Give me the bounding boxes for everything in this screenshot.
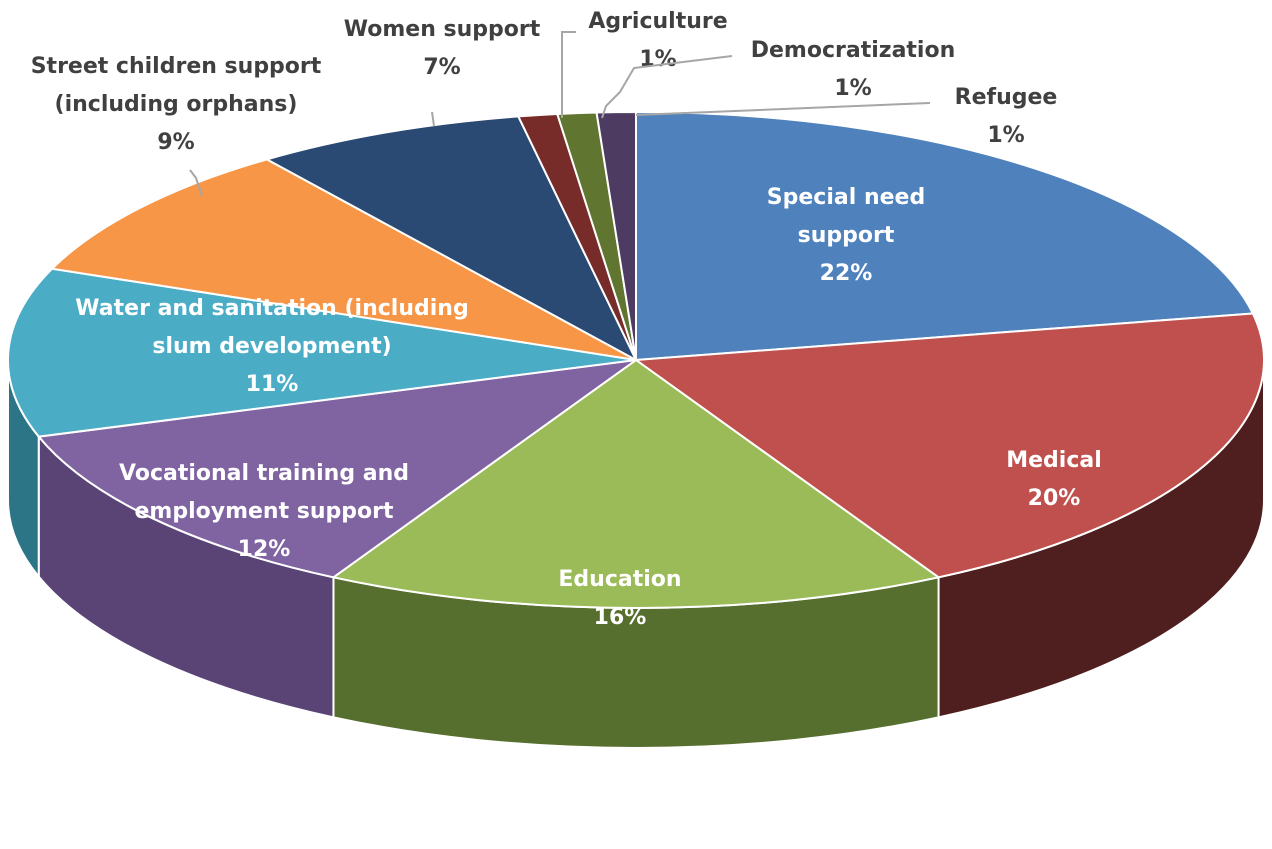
slice-label-4: Water and sanitation (including slum deve… (75, 296, 468, 397)
pie-slice-6 (264, 115, 639, 363)
slice-label-1: Medical 20% (1006, 448, 1102, 511)
slice-percent-4: 11% (246, 372, 299, 397)
slice-percent-6: 7% (423, 55, 460, 80)
pie-slice-0 (635, 110, 1255, 362)
slice-percent-3: 12% (238, 537, 291, 562)
slice-percent-8: 1% (834, 76, 871, 101)
slice-percent-2: 16% (594, 605, 647, 630)
slice-label-6: Women support 7% (344, 17, 541, 80)
pie-labels: Special need support 22% Medical 20% Educatio… (31, 9, 1102, 630)
slice-percent-7: 1% (639, 47, 676, 72)
pie-slice-2 (331, 358, 941, 609)
slice-percent-0: 22% (820, 261, 873, 286)
leader-line-7 (561, 31, 576, 118)
leader-line-8 (601, 55, 733, 119)
pie-slice-9 (595, 110, 637, 361)
pie-slice-3 (36, 359, 637, 579)
pie-slice-1 (633, 312, 1265, 579)
slice-label-2: Education 16% (558, 567, 681, 630)
slice-label-9: Refugee 1% (955, 85, 1058, 148)
slice-label-8: Democratization 1% (751, 38, 956, 101)
pie-slice-4 (7, 267, 637, 438)
pie-top-faces (7, 110, 1265, 609)
leader-line-9 (635, 102, 931, 116)
leader-line-6 (431, 111, 435, 127)
slice-label-5: Street children support (including orphan… (31, 54, 322, 155)
pie-side-walls (7, 359, 1265, 749)
slice-label-3: Vocational training and employment suppor… (119, 461, 409, 562)
slice-label-7: Agriculture 1% (588, 9, 727, 72)
pie-slice-5 (49, 158, 637, 361)
leader-line-5 (189, 169, 203, 197)
slice-label-0: Special need support 22% (767, 185, 925, 286)
slice-percent-5: 9% (157, 130, 194, 155)
slice-percent-1: 20% (1028, 486, 1081, 511)
slice-percent-9: 1% (987, 123, 1024, 148)
